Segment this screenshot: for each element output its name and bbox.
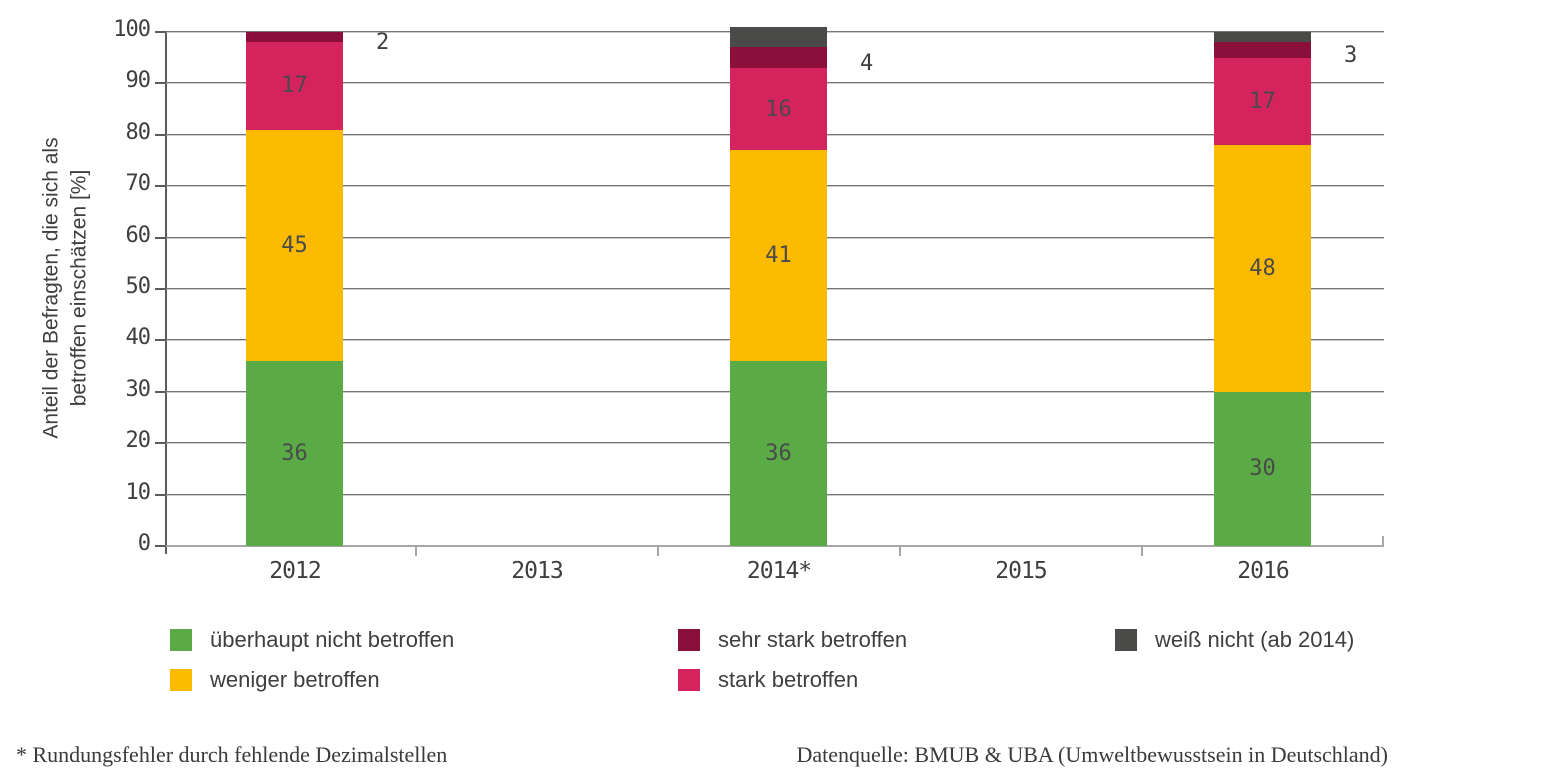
bar-segment-weniger-betroffen-2016: 48 (1214, 145, 1311, 392)
y-tick-40 (155, 339, 166, 342)
value-label-weniger-betroffen-2016: 48 (1249, 255, 1276, 281)
bar-segment-berhaupt-nicht-betroffen-2014: 36 (730, 360, 827, 546)
bar-segment-berhaupt-nicht-betroffen-2012: 36 (246, 360, 343, 546)
category-cell-2015: 2015 (900, 27, 1142, 584)
y-tick-20 (155, 442, 166, 445)
x-tick-1 (415, 546, 417, 556)
y-tick-80 (155, 133, 166, 136)
legend-item-stark-betroffen: stark betroffen (678, 667, 907, 692)
y-tick-70 (155, 185, 166, 188)
bar-segment-stark-betroffen-2016: 17 (1214, 57, 1311, 146)
data-source-note: Datenquelle: BMUB & UBA (Umweltbewusstse… (796, 742, 1388, 767)
y-tick-100 (155, 31, 166, 33)
legend-label-berhaupt-nicht-betroffen: überhaupt nicht betroffen (210, 627, 455, 652)
x-tick-3 (899, 546, 901, 556)
y-tick-label-50: 50 (125, 274, 152, 299)
bar-segment-sehr-stark-betroffen-2012 (246, 32, 343, 43)
category-cell-2012: 2012 36 45 17 2 (174, 27, 416, 584)
legend-label-sehr-stark-betroffen: sehr stark betroffen (718, 627, 908, 652)
y-tick-label-0: 0 (137, 531, 151, 556)
rounding-footnote: * Rundungsfehler durch fehlende Dezimals… (16, 742, 448, 767)
legend-label-stark-betroffen: stark betroffen (718, 667, 859, 692)
bar-segment-weniger-betroffen-2014: 41 (730, 150, 827, 361)
y-axis-title-line1: Anteil der Befragten, die sich als (39, 137, 63, 439)
bar-segment-stark-betroffen-2014: 16 (730, 68, 827, 151)
legend: überhaupt nicht betroffen weniger betroff… (0, 627, 1545, 718)
y-tick-label-20: 20 (125, 428, 152, 454)
y-tick-label-70: 70 (125, 171, 152, 197)
y-tick-label-90: 90 (125, 68, 152, 94)
legend-item-weniger-betroffen: weniger betroffen (170, 667, 454, 692)
legend-swatch-berhaupt-nicht-betroffen (170, 629, 192, 651)
bar-segment-weniger-betroffen-2012: 45 (246, 129, 343, 361)
legend-swatch-stark-betroffen (678, 669, 700, 691)
legend-column-3: weiß nicht (ab 2014) (1115, 627, 1355, 652)
legend-column-1: überhaupt nicht betroffen weniger betroff… (170, 627, 455, 692)
category-cell-2014: 2014* 36 41 16 4 (658, 26, 900, 584)
category-cell-2013: 2013 (416, 27, 658, 584)
x-tick-label-2012: 2012 (269, 558, 321, 584)
plot-area: 0 10 20 30 40 50 60 70 80 90 100 2012 36 45 17 2 2013 201… (113, 17, 1384, 584)
value-label-sehr-stark-betroffen-2016: 3 (1344, 42, 1358, 68)
x-axis-end-tick (1382, 536, 1384, 545)
y-tick-label-10: 10 (125, 479, 152, 505)
bar-2014: 36 41 16 (730, 26, 827, 546)
bar-segment-sehr-stark-betroffen-2014 (730, 47, 827, 68)
x-tick-label-2015: 2015 (995, 558, 1047, 584)
bar-segment-berhaupt-nicht-betroffen-2016: 30 (1214, 391, 1311, 546)
bar-2012: 36 45 17 (246, 32, 343, 546)
y-tick-label-80: 80 (125, 119, 152, 145)
y-axis-line (165, 31, 167, 554)
y-tick-50 (155, 288, 166, 290)
legend-swatch-weniger-betroffen (170, 669, 192, 691)
legend-label-weniger-betroffen: weniger betroffen (210, 667, 380, 692)
y-tick-label-40: 40 (125, 325, 152, 351)
value-label-weniger-betroffen-2012: 45 (281, 232, 308, 258)
value-label-weniger-betroffen-2014: 41 (765, 243, 792, 269)
legend-swatch-sehr-stark-betroffen (678, 629, 700, 651)
bar-segment-wei-nicht-ab-2014-2016 (1214, 32, 1311, 43)
category-cell-2016: 2016 30 48 17 3 (1142, 27, 1384, 584)
y-tick-label-60: 60 (125, 222, 152, 248)
legend-column-2: sehr stark betroffen stark betroffen (678, 627, 908, 692)
legend-item-berhaupt-nicht-betroffen: überhaupt nicht betroffen (170, 627, 455, 652)
legend-label-wei-nicht-ab-2014: weiß nicht (ab 2014) (1155, 627, 1355, 652)
value-label-sehr-stark-betroffen-2012: 2 (376, 30, 390, 56)
x-tick-label-2013: 2013 (511, 558, 563, 584)
value-label-berhaupt-nicht-betroffen-2012: 36 (281, 440, 308, 466)
legend-item-wei-nicht-ab-2014: weiß nicht (ab 2014) (1115, 627, 1355, 652)
legend-swatch-wei-nicht-ab-2014 (1115, 629, 1137, 651)
y-tick-30 (155, 390, 166, 393)
legend-item-sehr-stark-betroffen: sehr stark betroffen (678, 627, 908, 652)
value-label-berhaupt-nicht-betroffen-2016: 30 (1249, 456, 1276, 482)
value-label-stark-betroffen-2012: 17 (281, 73, 308, 99)
bar-segment-wei-nicht-ab-2014-2014 (730, 26, 827, 48)
x-tick-2 (657, 546, 659, 556)
value-label-stark-betroffen-2014: 16 (765, 96, 792, 122)
y-tick-label-100: 100 (113, 17, 151, 42)
x-tick-4 (1141, 546, 1143, 556)
y-tick-0 (155, 545, 166, 547)
x-axis-line (166, 545, 1384, 547)
bar-2016: 30 48 17 (1214, 32, 1311, 546)
x-tick-label-2016: 2016 (1237, 558, 1289, 584)
bar-segment-sehr-stark-betroffen-2016 (1214, 42, 1311, 58)
y-tick-10 (155, 493, 166, 496)
x-tick-label-2014: 2014* (746, 558, 812, 584)
y-tick-label-30: 30 (125, 376, 152, 402)
bar-segment-stark-betroffen-2012: 17 (246, 42, 343, 130)
value-label-berhaupt-nicht-betroffen-2014: 36 (765, 440, 792, 466)
value-label-sehr-stark-betroffen-2014: 4 (860, 50, 874, 76)
value-label-stark-betroffen-2016: 17 (1249, 88, 1276, 114)
y-tick-60 (155, 236, 166, 239)
y-tick-90 (155, 82, 166, 85)
